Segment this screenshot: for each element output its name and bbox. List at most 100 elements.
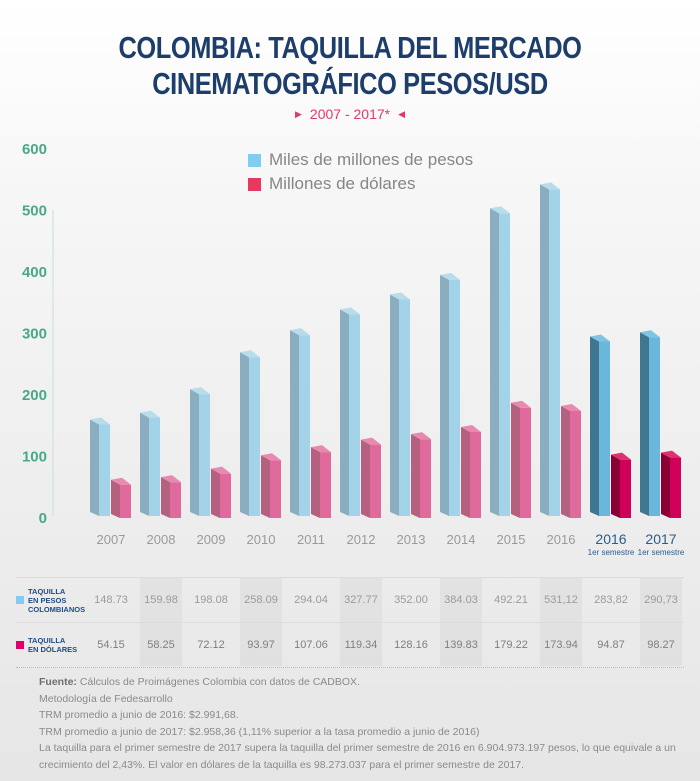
bar-pesos-front bbox=[599, 341, 610, 516]
table-cell: 139.83 bbox=[444, 639, 478, 651]
bar-usd-side bbox=[461, 427, 470, 518]
source-line: Fuente: Cálculos de Proimágenes Colombia… bbox=[39, 674, 689, 691]
bar-pesos-top bbox=[540, 182, 560, 190]
table-cell: 290,73 bbox=[644, 594, 678, 606]
bar-usd-side bbox=[661, 452, 670, 518]
bar-usd bbox=[561, 404, 581, 518]
bar-pesos bbox=[340, 307, 360, 516]
triangle-right-icon: ▶ bbox=[294, 109, 302, 119]
y-tick-label: 100 bbox=[22, 449, 47, 466]
table-cell: 94.87 bbox=[597, 639, 625, 651]
bar-pesos-front bbox=[449, 279, 460, 516]
table-cell: 93.97 bbox=[247, 639, 275, 651]
table-cell: 58.25 bbox=[147, 639, 175, 651]
bar-usd bbox=[361, 437, 381, 518]
y-tick-label: 0 bbox=[39, 510, 47, 527]
bar-pesos-top bbox=[240, 350, 260, 358]
chart-subtitle: ▶ 2007 - 2017* ◀ bbox=[0, 106, 700, 122]
note-line: Metodología de Fedesarrollo bbox=[39, 692, 173, 705]
bar-usd-front bbox=[420, 439, 431, 518]
bar-usd-front bbox=[170, 482, 181, 518]
notes: Fuente: Cálculos de Proimágenes Colombia… bbox=[39, 674, 689, 773]
bar-pesos-side bbox=[540, 184, 549, 516]
bar-pesos-top bbox=[640, 330, 660, 338]
y-tick-label: 300 bbox=[22, 326, 47, 343]
legend-swatch-pesos bbox=[248, 153, 261, 167]
bar-usd bbox=[611, 452, 631, 518]
bar-pesos-side bbox=[490, 208, 499, 517]
bar-usd-side bbox=[261, 455, 270, 518]
x-tick-label: 2009 bbox=[197, 532, 226, 547]
table-row-pesos: TAQUILLA EN PESOS COLOMBIANOS 148.73 159.… bbox=[16, 577, 684, 622]
bar-pesos-top bbox=[440, 272, 460, 280]
note-line: TRM promedio a junio de 2016: $2.991,68. bbox=[39, 709, 239, 721]
bar-usd-top bbox=[261, 453, 281, 461]
bar-pesos-side bbox=[240, 352, 249, 516]
x-tick-sublabel: 1er semestre bbox=[588, 548, 635, 557]
triangle-left-icon: ◀ bbox=[398, 109, 406, 119]
bar-usd bbox=[661, 450, 681, 518]
bar-pesos-front bbox=[349, 314, 360, 516]
bar-pesos-top bbox=[340, 307, 360, 315]
y-tick-label: 200 bbox=[22, 387, 47, 404]
bar-chart: 0 100 200 300 400 500 600 2007 2008 2009 2010 2011… bbox=[22, 141, 685, 557]
table-cell: 119.34 bbox=[344, 639, 378, 651]
bar-usd-top bbox=[661, 450, 681, 458]
bar-pesos-front bbox=[199, 394, 210, 516]
bar-usd bbox=[511, 400, 531, 518]
bar-pesos-top bbox=[590, 334, 610, 342]
bar-usd-front bbox=[320, 452, 331, 518]
bar-pesos-side bbox=[390, 294, 399, 516]
bar-usd bbox=[211, 466, 231, 518]
table-cell: 531,12 bbox=[544, 594, 578, 606]
bar-usd-top bbox=[111, 477, 131, 485]
legend-label-usd: Millones de dólares bbox=[269, 174, 416, 193]
bar-usd bbox=[261, 453, 281, 518]
bar-usd bbox=[311, 445, 331, 518]
source-text: Cálculos de Proimágenes Colombia con dat… bbox=[76, 676, 360, 688]
bar-pesos-front bbox=[299, 335, 310, 516]
bar-pesos bbox=[90, 417, 110, 516]
bar-pesos-front bbox=[649, 337, 660, 516]
row-label-text-pesos: TAQUILLA EN PESOS COLOMBIANOS bbox=[28, 586, 86, 614]
bar-pesos bbox=[640, 330, 660, 516]
y-axis-ticks: 0 100 200 300 400 500 600 bbox=[22, 141, 47, 527]
table-cell: 54.15 bbox=[97, 639, 125, 651]
bar-usd-front bbox=[670, 457, 681, 518]
x-tick-label: 2011 bbox=[297, 532, 325, 547]
table-cell: 72.12 bbox=[197, 639, 225, 651]
bar-pesos-top bbox=[90, 417, 110, 425]
bar-usd-front bbox=[470, 432, 481, 518]
row-label-usd: TAQUILLA EN DÓLARES bbox=[16, 623, 96, 667]
x-tick-label: 2008 bbox=[147, 532, 176, 547]
bar-usd-front bbox=[520, 407, 531, 518]
bar-usd bbox=[411, 432, 431, 518]
bar-pesos-front bbox=[499, 213, 510, 517]
x-tick-label: 2016 bbox=[547, 532, 576, 547]
bar-usd-top bbox=[461, 425, 481, 433]
table-row-usd: TAQUILLA EN DÓLARES 54.15 58.25 72.12 93.97… bbox=[16, 622, 684, 668]
bar-pesos bbox=[190, 387, 210, 516]
table-cell: 159.98 bbox=[144, 594, 178, 606]
bar-usd-side bbox=[411, 434, 420, 518]
data-table: TAQUILLA EN PESOS COLOMBIANOS 148.73 159.… bbox=[16, 577, 684, 668]
bar-pesos-side bbox=[190, 389, 199, 516]
note-line: TRM promedio a junio de 2017: $2.958,36 … bbox=[39, 725, 480, 738]
bar-usd bbox=[161, 475, 181, 518]
bar-usd-top bbox=[511, 400, 531, 408]
bar-usd-side bbox=[561, 406, 570, 518]
legend-item-usd: Millones de dólares bbox=[248, 172, 473, 196]
bar-usd-front bbox=[270, 460, 281, 518]
row-label-text-usd: TAQUILLA EN DÓLARES bbox=[28, 636, 78, 654]
x-tick-label: 2012 bbox=[347, 532, 376, 547]
chart-title-line-1: COLOMBIA: TAQUILLA DEL MERCADO bbox=[118, 30, 582, 65]
x-axis-ticks: 2007 2008 2009 2010 2011 2012 2013 2014 2015 2016… bbox=[97, 531, 685, 557]
bar-pesos bbox=[140, 410, 160, 516]
bar-pesos-top bbox=[290, 328, 310, 336]
bar-usd-top bbox=[611, 452, 631, 460]
table-cell: 173.94 bbox=[544, 639, 578, 651]
table-cell: 384.03 bbox=[444, 594, 478, 606]
row-swatch-pesos bbox=[16, 596, 24, 604]
bar-pesos-side bbox=[90, 419, 99, 516]
bar-pesos-front bbox=[549, 189, 560, 516]
